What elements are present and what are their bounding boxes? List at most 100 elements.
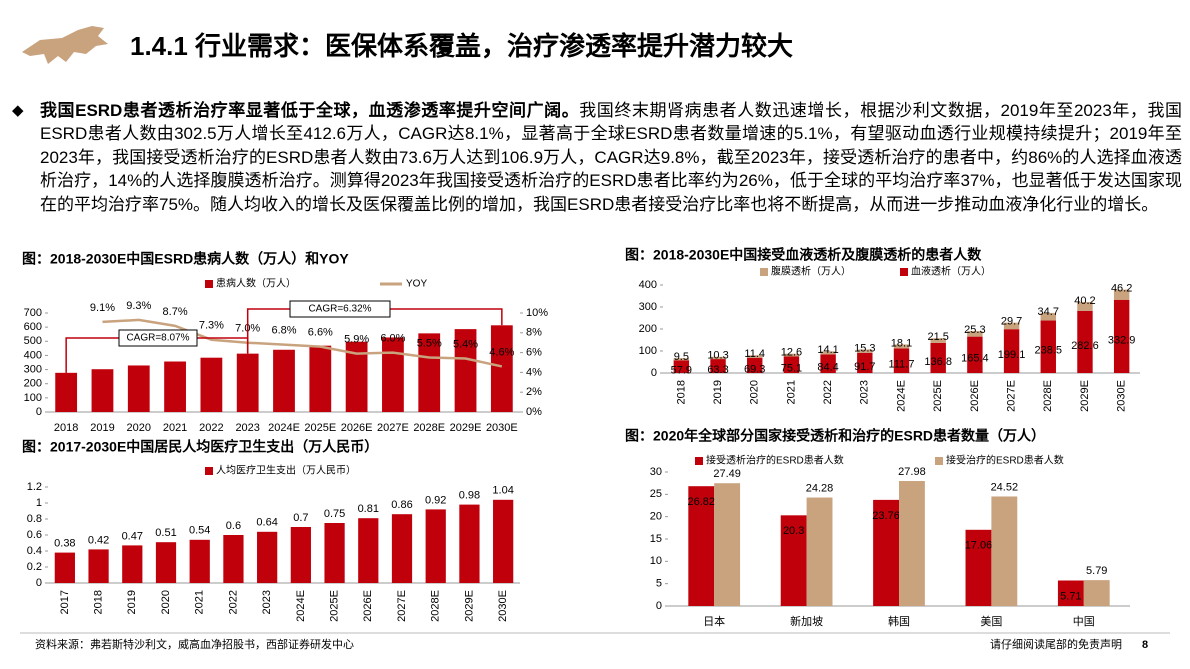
data-label: 75.1 (781, 363, 802, 375)
data-label: 8.7% (163, 306, 188, 318)
data-label: 18.1 (891, 337, 912, 349)
bar (780, 515, 807, 606)
bar (710, 356, 726, 360)
x-tick-label: 2019 (712, 380, 724, 404)
bar (155, 542, 177, 583)
data-label: 9.3% (126, 300, 151, 312)
bar (991, 496, 1018, 606)
data-label: 24.28 (806, 482, 834, 494)
x-tick-label: 2025E (304, 422, 336, 434)
data-label: 282.6 (1071, 340, 1099, 352)
legend-label: 血液透析（万人） (911, 265, 991, 278)
page-number: 8 (1142, 639, 1148, 651)
bar (899, 481, 925, 606)
x-tick-label: 2025E (932, 380, 944, 412)
data-label: 136.8 (924, 356, 952, 368)
y-tick-label: 10% (526, 307, 548, 319)
x-tick-label: 2029E (1079, 380, 1091, 412)
y-tick-label: 400 (639, 279, 657, 291)
annotation-box (289, 300, 391, 318)
data-label: 25.3 (964, 324, 985, 336)
data-label: 14.1 (817, 344, 838, 356)
data-label: 5.4% (453, 338, 478, 350)
y-tick-label: 1 (36, 497, 42, 509)
line (102, 318, 503, 368)
x-tick-label: 2017 (59, 590, 71, 614)
x-tick-label: 2023 (261, 590, 273, 614)
bar (382, 337, 404, 412)
data-label: 199.1 (998, 349, 1026, 361)
legend-swatch (900, 268, 908, 276)
y-tick-label: 300 (24, 363, 42, 375)
y-tick-label: 0.8 (27, 513, 42, 525)
bar (1003, 322, 1020, 330)
x-tick-label: 2021 (163, 422, 187, 434)
data-label: 20.3 (783, 525, 804, 537)
data-label: 40.2 (1074, 295, 1095, 307)
legend-swatch (205, 280, 213, 288)
bar (490, 325, 513, 412)
bar (820, 354, 836, 373)
chart-title: 图：2020年全球部分国家接受透析和治疗的ESRD患者数量（万人） (625, 428, 1045, 444)
bar (1077, 310, 1093, 373)
x-tick-label: 2024E (295, 590, 307, 622)
annotation-box (118, 329, 198, 347)
x-tick-label: 2022 (199, 422, 223, 434)
bar (873, 499, 899, 606)
data-label: 0.6 (226, 520, 241, 532)
bar (1057, 580, 1084, 606)
y-tick-label: 0.4 (27, 545, 42, 557)
bar (747, 357, 763, 373)
x-tick-label: 2024E (268, 422, 300, 434)
bar (965, 529, 992, 606)
y-tick-label: 20 (650, 511, 662, 523)
footer-source: 资料来源：弗若斯特沙利文，威高血净招股书，西部证券研发中心 (35, 637, 354, 651)
data-label: 27.98 (898, 466, 926, 478)
data-label: 0.42 (88, 534, 109, 546)
data-label: 0.81 (358, 503, 379, 515)
x-tick-label: 2028E (1042, 380, 1054, 412)
data-label: 332.9 (1108, 334, 1136, 346)
data-label: 23.76 (872, 510, 900, 522)
x-tick-label: 2029E (463, 590, 475, 622)
y-tick-label: 0 (36, 577, 42, 589)
x-tick-label: 韩国 (888, 614, 910, 628)
bar (122, 545, 143, 583)
bar (967, 336, 983, 373)
bar (88, 549, 109, 583)
bar (1113, 299, 1130, 373)
bar (164, 361, 186, 412)
y-tick-label: 100 (24, 392, 42, 404)
x-tick-label: 2019 (126, 590, 138, 614)
data-label: 24.52 (991, 481, 1019, 493)
data-label: 0.38 (54, 538, 75, 550)
y-tick-label: 8% (526, 327, 542, 339)
legend-label: 人均医疗卫生支出（万人民币） (216, 464, 356, 477)
data-label: 7.3% (199, 320, 224, 332)
summary: 我国ESRD患者透析治疗率显著低于全球，血透渗透率提升空间广阔。我国终末期肾病患… (40, 99, 1182, 216)
bar (290, 527, 311, 583)
data-label: 5.71 (1060, 590, 1081, 602)
y-tick-label: 500 (24, 335, 42, 347)
x-tick-label: 2020 (160, 590, 172, 614)
data-label: 0.92 (425, 494, 446, 506)
x-tick-label: 2022 (822, 380, 834, 404)
y-tick-label: 0 (36, 406, 42, 418)
bar (189, 539, 210, 583)
chart-title: 图：2018-2030E中国ESRD患病人数（万人）和YOY (22, 251, 349, 267)
data-label: 57.9 (671, 365, 692, 377)
x-tick-label: 2025E (328, 590, 340, 622)
summary-text: 我国终末期肾病患者人数迅速增长，根据沙利文数据，2019年至2023年，我国ES… (40, 101, 1183, 214)
y-tick-label: 15 (650, 533, 662, 545)
x-tick-label: 2030E (497, 590, 509, 622)
data-label: 165.4 (961, 353, 989, 365)
x-tick-label: 2030E (1116, 380, 1128, 412)
data-label: 84.4 (817, 362, 838, 374)
bar (673, 358, 690, 361)
y-tick-label: 0 (656, 600, 662, 612)
x-tick-label: 新加坡 (790, 614, 823, 628)
data-label: 15.3 (854, 342, 875, 354)
bar (55, 372, 78, 412)
x-tick-label: 中国 (1073, 615, 1095, 628)
x-tick-label: 日本 (703, 614, 725, 628)
